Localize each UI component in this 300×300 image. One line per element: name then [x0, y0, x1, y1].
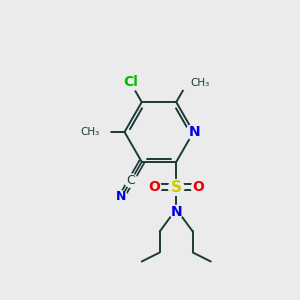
Circle shape: [186, 124, 201, 140]
Circle shape: [191, 181, 205, 194]
Text: N: N: [116, 190, 127, 203]
Circle shape: [180, 75, 195, 90]
Text: N: N: [189, 125, 201, 139]
Text: N: N: [170, 205, 182, 219]
Circle shape: [170, 206, 183, 219]
Text: O: O: [192, 180, 204, 194]
Text: Cl: Cl: [123, 75, 138, 89]
Text: CH₃: CH₃: [80, 127, 100, 137]
Text: S: S: [171, 180, 182, 195]
Text: C: C: [127, 174, 135, 187]
Circle shape: [116, 191, 128, 203]
Circle shape: [148, 181, 161, 194]
Text: CH₃: CH₃: [190, 78, 209, 88]
Text: O: O: [149, 180, 161, 194]
Circle shape: [169, 180, 184, 195]
Circle shape: [124, 174, 137, 187]
Circle shape: [94, 124, 110, 140]
Circle shape: [122, 74, 139, 91]
